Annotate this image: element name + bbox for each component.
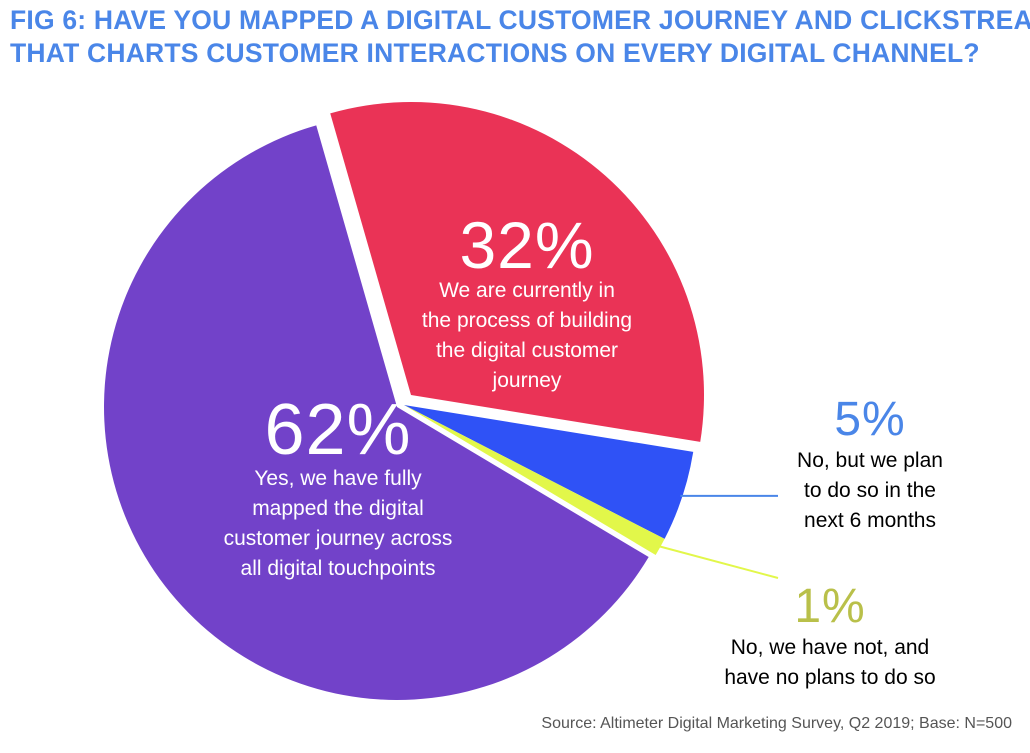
chart-title: FIG 6: HAVE YOU MAPPED A DIGITAL CUSTOME… — [10, 4, 1030, 70]
slice-desc-line: Yes, we have fully — [254, 467, 422, 490]
slice-desc-line: journey — [492, 369, 562, 392]
slice-plan-6-months — [404, 405, 694, 539]
slice-desc-in-process: We are currently in the process of build… — [388, 276, 666, 396]
slice-desc-line: customer journey across — [223, 527, 453, 550]
slice-label-in-process: 32% We are currently in the process of b… — [388, 212, 666, 396]
slice-yes-full — [104, 125, 649, 700]
slice-label-not-no-plans: 1% No, we have not, and have no plans to… — [690, 583, 970, 693]
slice-desc-line: next 6 months — [804, 509, 936, 532]
slice-pct-not-no-plans: 1% — [794, 580, 866, 633]
slice-desc-line: all digital touchpoints — [240, 557, 436, 580]
slice-pct-yes-full: 62% — [264, 390, 412, 470]
slice-desc-line: No, we have not, and — [730, 636, 930, 659]
slice-desc-line: the digital customer — [435, 339, 619, 362]
slice-in-process — [330, 102, 704, 442]
slice-desc-line: We are currently in — [439, 279, 615, 302]
slice-desc-line: have no plans to do so — [724, 666, 936, 689]
slice-desc-line: No, but we plan — [797, 449, 943, 472]
slice-desc-line: mapped the digital — [252, 497, 424, 520]
pie-slices — [104, 102, 704, 700]
leader-line-not-no-plans — [658, 545, 779, 579]
slice-desc-line: to do so in the — [804, 479, 936, 502]
slice-pct-plan-6-months: 5% — [834, 393, 906, 446]
slice-label-plan-6-months: 5% No, but we plan to do so in the next … — [760, 396, 980, 536]
slice-desc-not-no-plans: No, we have not, and have no plans to do… — [690, 633, 970, 693]
slice-desc-plan-6-months: No, but we plan to do so in the next 6 m… — [760, 446, 980, 536]
slice-desc-yes-full: Yes, we have fully mapped the digital cu… — [188, 464, 488, 584]
slice-not-no-plans — [404, 405, 665, 556]
slice-desc-line: the process of building — [421, 309, 633, 332]
chart-title-line-1: FIG 6: HAVE YOU MAPPED A DIGITAL CUSTOME… — [10, 5, 1030, 35]
leader-lines — [658, 494, 779, 579]
slice-label-yes-full: 62% Yes, we have fully mapped the digita… — [188, 394, 488, 584]
slice-pct-in-process: 32% — [459, 208, 595, 282]
source-note: Source: Altimeter Digital Marketing Surv… — [541, 715, 1012, 732]
chart-title-line-2: THAT CHARTS CUSTOMER INTERACTIONS ON EVE… — [10, 38, 980, 68]
